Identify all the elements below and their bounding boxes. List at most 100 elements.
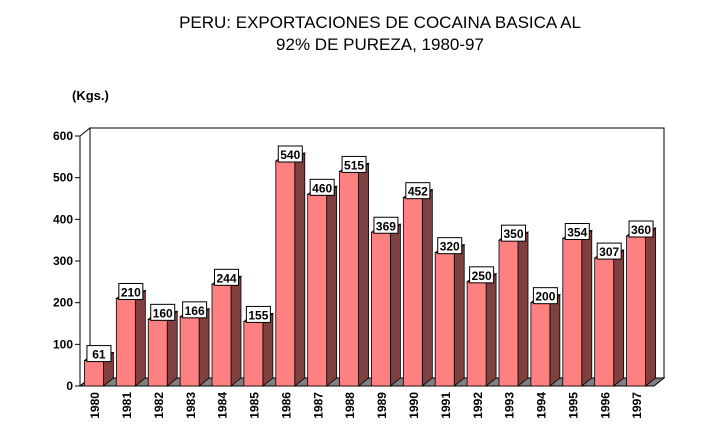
y-tick-label: 200 — [53, 296, 73, 310]
data-label: 369 — [376, 219, 396, 233]
bar-side — [421, 188, 433, 387]
data-label-box — [277, 145, 303, 163]
bar-side — [326, 185, 338, 387]
x-tick-label: 1994 — [535, 392, 549, 419]
data-label-box — [150, 303, 176, 321]
chart-title-line1: PERU: EXPORTACIONES DE COCAINA BASICA AL — [179, 13, 581, 32]
bar — [84, 360, 104, 387]
bar-group: 354 — [561, 223, 593, 387]
bar-group: 160 — [147, 303, 179, 387]
data-label-box — [214, 268, 239, 286]
bar-group: 350 — [497, 224, 530, 387]
y-axis-unit-label: (Kgs.) — [72, 88, 109, 103]
bar-side — [198, 308, 210, 387]
data-label: 61 — [92, 348, 106, 362]
y-tick-label: 100 — [53, 337, 73, 351]
bar-group: 200 — [529, 287, 562, 387]
bar — [115, 298, 136, 387]
bar-group: 244 — [210, 268, 243, 387]
bar — [402, 197, 423, 387]
bar-group: 250 — [465, 266, 498, 387]
bar-side — [613, 249, 625, 387]
y-tick-label: 400 — [53, 212, 73, 226]
bar — [179, 316, 200, 387]
data-label-box — [118, 283, 144, 300]
bar — [562, 238, 583, 387]
data-label: 350 — [503, 227, 523, 241]
data-label: 244 — [216, 271, 236, 285]
data-label-box — [309, 178, 335, 196]
x-tick-label: 1991 — [439, 392, 453, 419]
x-tick-label: 1983 — [184, 392, 198, 419]
data-label-box — [532, 287, 558, 305]
x-tick-label: 1995 — [566, 392, 580, 419]
bar-side — [358, 162, 369, 387]
bar-side — [262, 312, 274, 387]
bar-group: 61 — [83, 345, 115, 387]
data-label: 460 — [312, 181, 332, 195]
bar-group: 360 — [625, 220, 657, 387]
x-tick-label: 1982 — [152, 392, 166, 419]
bar-side — [549, 293, 561, 387]
x-tick-label: 1985 — [248, 392, 262, 419]
bar-side — [294, 152, 306, 387]
bar-side — [453, 243, 465, 387]
x-tick-label: 1980 — [88, 392, 102, 419]
bar-side — [517, 231, 529, 387]
chart-title: PERU: EXPORTACIONES DE COCAINA BASICA AL… — [0, 12, 715, 56]
data-label: 540 — [280, 148, 300, 162]
data-label-box — [341, 155, 367, 173]
data-label: 307 — [599, 245, 619, 259]
y-tick-label: 600 — [53, 129, 73, 143]
data-label-box — [182, 301, 208, 319]
x-tick-label: 1990 — [407, 392, 421, 419]
data-label-box — [564, 223, 590, 240]
x-tick-label: 1988 — [343, 392, 357, 419]
bar — [339, 171, 359, 387]
bar — [371, 231, 391, 387]
data-label-box — [373, 216, 399, 234]
data-label-box — [437, 237, 463, 255]
bar-group: 515 — [338, 155, 370, 387]
data-label: 354 — [567, 226, 587, 240]
bar — [211, 283, 232, 387]
data-label: 155 — [248, 308, 268, 322]
data-label-box — [245, 305, 271, 323]
data-label-box — [501, 224, 526, 242]
bar — [626, 235, 646, 387]
bar-side — [581, 229, 593, 387]
bar — [434, 252, 455, 387]
x-tick-label: 1996 — [598, 392, 612, 419]
data-label-box — [628, 220, 654, 238]
bar-side — [230, 275, 242, 387]
chart-title-line2: 92% DE PUREZA, 1980-97 — [276, 35, 484, 54]
bar — [466, 281, 487, 387]
bar-group: 166 — [178, 301, 211, 387]
data-label: 360 — [631, 223, 651, 237]
data-label: 210 — [121, 286, 141, 300]
bar-group: 210 — [115, 283, 147, 387]
x-tick-label: 1984 — [216, 392, 230, 419]
bar-side — [166, 310, 178, 387]
bar-group: 320 — [434, 237, 466, 387]
x-tick-label: 1981 — [120, 392, 134, 419]
data-label: 160 — [153, 306, 173, 320]
bar-group: 155 — [242, 305, 275, 387]
data-label: 250 — [472, 269, 492, 283]
x-tick-label: 1989 — [375, 392, 389, 419]
bar — [243, 321, 264, 387]
x-tick-label: 1986 — [279, 392, 293, 419]
bar-group: 452 — [402, 182, 434, 387]
data-label: 515 — [344, 158, 364, 172]
bar — [307, 193, 328, 387]
bar — [275, 160, 296, 387]
data-label: 452 — [408, 185, 428, 199]
data-label: 166 — [185, 304, 205, 318]
y-tick-label: 0 — [66, 379, 73, 393]
x-tick-label: 1993 — [503, 392, 517, 419]
data-label-box — [86, 345, 112, 363]
bar-group: 307 — [593, 242, 625, 387]
data-label: 200 — [535, 290, 555, 304]
bar — [498, 239, 519, 387]
